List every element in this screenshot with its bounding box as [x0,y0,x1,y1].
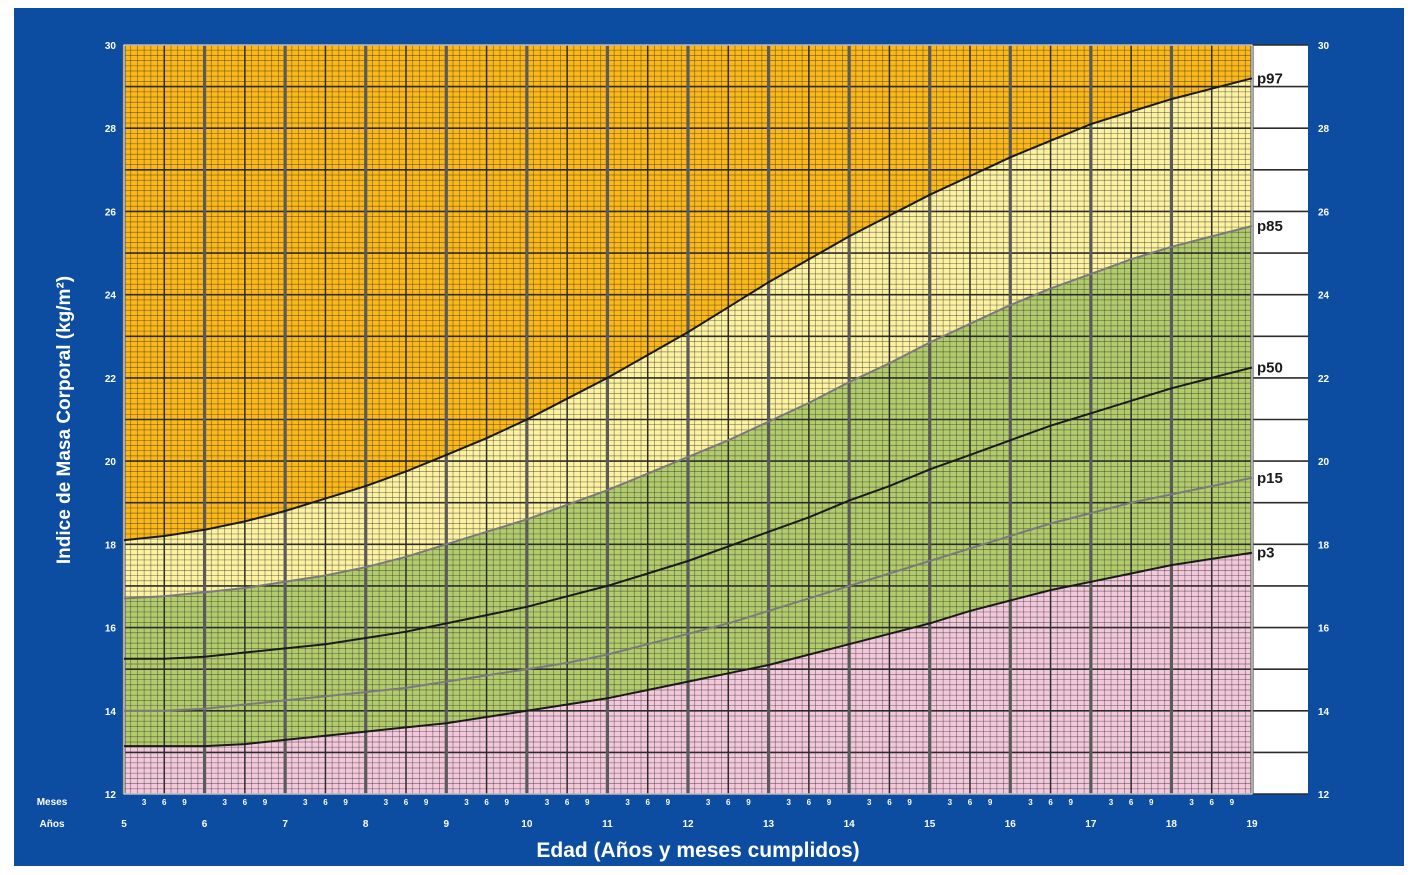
y-tick-label-left: 16 [105,624,117,635]
x-month-tick-label: 3 [464,798,469,807]
x-month-tick-label: 3 [303,798,308,807]
x-month-tick-label: 9 [666,798,671,807]
x-year-tick-label: 11 [602,819,613,830]
y-tick-label-right: 12 [1318,790,1330,801]
percentile-line-p15 [124,476,1253,712]
y-tick-label-left: 26 [105,207,117,218]
x-month-tick-label: 6 [1209,798,1214,807]
x-year-tick-label: 16 [1005,819,1017,830]
x-month-tick-label: 3 [545,798,550,807]
x-month-tick-label: 3 [384,798,389,807]
x-month-tick-label: 6 [1048,798,1053,807]
x-month-tick-label: 6 [404,798,409,807]
x-month-tick-label: 3 [867,798,872,807]
x-month-tick-label: 6 [645,798,650,807]
y-tick-label-right: 26 [1318,207,1330,218]
x-year-tick-label: 8 [363,819,369,830]
x-month-tick-label: 9 [907,798,912,807]
percentile-line-p85 [123,225,1253,600]
x-month-tick-label: 6 [565,798,570,807]
x-month-tick-label: 6 [887,798,892,807]
y-tick-label-right: 22 [1318,374,1330,385]
x-year-tick-label: 6 [202,819,208,830]
x-year-tick-label: 15 [924,819,936,830]
x-month-tick-label: 6 [323,798,328,807]
labels: p97 p85 p50 p15 p3 12 12 14 14 16 16 18 18 20 20 22 22 24… [105,41,1330,830]
x-year-tick-label: 14 [844,819,856,830]
x-year-tick-label: 17 [1085,819,1097,830]
y-tick-label-right: 30 [1318,41,1330,52]
x-year-tick-label: 5 [121,819,127,830]
x-month-tick-label: 3 [625,798,630,807]
y-tick-label-right: 28 [1318,124,1330,135]
y-tick-label-left: 14 [105,707,117,718]
series-label-p97: p97 [1257,70,1283,87]
years-row-label: Años [40,819,65,830]
percentile-line-p50 [124,366,1253,660]
x-month-tick-label: 3 [786,798,791,807]
series-label-p85: p85 [1257,218,1283,235]
x-month-tick-label: 6 [807,798,812,807]
y-tick-label-left: 22 [105,374,117,385]
x-month-tick-label: 3 [1109,798,1114,807]
x-month-tick-label: 3 [948,798,953,807]
x-year-tick-label: 7 [282,819,288,830]
x-month-tick-label: 9 [1230,798,1235,807]
x-month-tick-label: 9 [746,798,751,807]
x-month-tick-label: 3 [222,798,227,807]
x-month-tick-label: 3 [706,798,711,807]
x-month-tick-label: 9 [504,798,509,807]
x-axis-title: Edad (Años y meses cumplidos) [536,839,859,862]
x-month-tick-label: 9 [343,798,348,807]
y-tick-label-left: 12 [105,790,117,801]
percentile-line-p3 [124,551,1253,748]
x-month-tick-label: 6 [1129,798,1134,807]
x-month-tick-label: 3 [1028,798,1033,807]
x-month-tick-label: 3 [1189,798,1194,807]
plot-border [123,44,1253,795]
y-tick-label-left: 30 [105,41,117,52]
percentile-line-p97 [123,77,1253,542]
x-month-tick-label: 9 [182,798,187,807]
x-year-tick-label: 10 [521,819,533,830]
x-month-tick-label: 6 [484,798,489,807]
x-month-tick-label: 6 [162,798,167,807]
x-year-tick-label: 9 [444,819,450,830]
x-month-tick-label: 6 [243,798,248,807]
percentile-lines [123,77,1253,748]
y-tick-label-left: 28 [105,124,117,135]
y-tick-label-right: 14 [1318,707,1330,718]
x-month-tick-label: 3 [142,798,147,807]
x-month-tick-label: 9 [585,798,590,807]
x-month-tick-label: 9 [1149,798,1154,807]
series-label-p3: p3 [1257,545,1275,562]
y-tick-label-right: 18 [1318,540,1330,551]
y-tick-label-left: 18 [105,540,117,551]
x-month-tick-label: 9 [1068,798,1073,807]
x-month-tick-label: 9 [424,798,429,807]
x-month-tick-label: 9 [263,798,268,807]
x-year-tick-label: 13 [763,819,775,830]
x-year-tick-label: 19 [1246,819,1258,830]
y-tick-label-left: 20 [105,457,117,468]
y-axis-title: Indice de Masa Corporal (kg/m²) [54,276,75,564]
y-tick-label-left: 24 [105,291,117,302]
x-month-tick-label: 6 [968,798,973,807]
grid [122,44,1308,795]
y-tick-label-right: 16 [1318,624,1330,635]
x-year-tick-label: 18 [1166,819,1178,830]
x-month-tick-label: 6 [726,798,731,807]
x-year-tick-label: 12 [682,819,694,830]
x-month-tick-label: 9 [988,798,993,807]
y-tick-label-right: 24 [1318,291,1330,302]
series-label-p15: p15 [1257,470,1283,487]
series-label-p50: p50 [1257,360,1283,377]
x-month-tick-label: 9 [827,798,832,807]
months-row-label: Meses [37,797,68,808]
y-tick-label-right: 20 [1318,457,1330,468]
